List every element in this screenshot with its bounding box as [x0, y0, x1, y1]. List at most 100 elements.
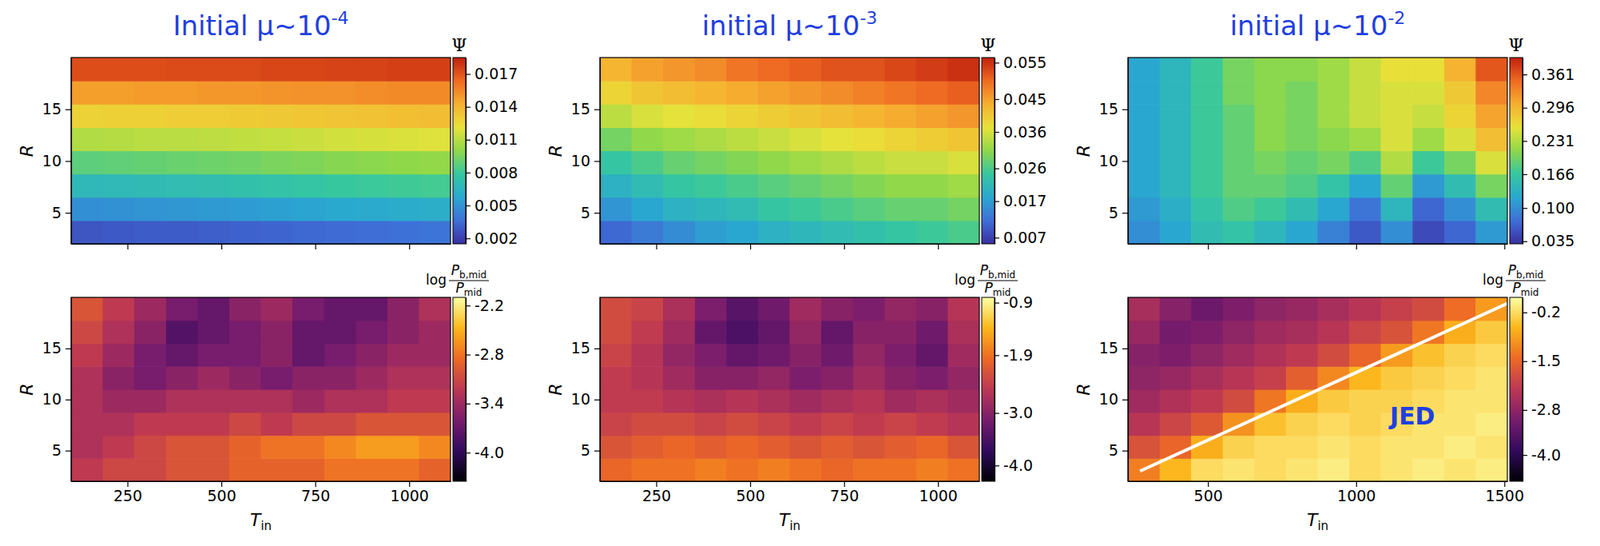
colorbar-axis-line	[994, 297, 996, 482]
heatmap-cell	[1254, 365, 1287, 390]
heatmap-cell	[1318, 103, 1350, 128]
y-tick-label: 5	[580, 203, 591, 222]
heatmap-cell	[1349, 174, 1382, 199]
heatmap-cell	[1412, 150, 1445, 175]
heatmap-cell	[758, 57, 791, 82]
x-tick: 500	[206, 480, 236, 505]
heatmap-cell	[631, 297, 664, 321]
heatmap-cell	[1444, 197, 1477, 222]
heatmap-cell	[197, 320, 230, 344]
heatmap-cell	[916, 365, 949, 390]
colorbar-axis: 0.0070.0170.0260.0360.0450.055	[994, 53, 1047, 247]
y-axis-line	[71, 58, 72, 245]
heatmap-cell	[71, 57, 104, 82]
colorbar-tick-label: -2.2	[474, 296, 505, 314]
heatmap-cell	[1349, 220, 1382, 244]
heatmap-cell	[1475, 197, 1508, 222]
heatmap-cell	[1381, 127, 1414, 151]
heatmap-cell	[1444, 343, 1477, 367]
heatmap-cell	[1286, 197, 1319, 222]
plot-area	[71, 297, 451, 481]
colorbar-title-numerator: Pb,mid	[1508, 262, 1544, 281]
heatmap-cell	[261, 127, 294, 151]
heatmap-cell	[355, 365, 388, 390]
heatmap-cell	[853, 389, 886, 413]
heatmap-cell	[631, 457, 664, 481]
colorbar-tick: 0.100	[1522, 198, 1575, 217]
colorbar-tick-label: 0.008	[474, 162, 518, 181]
heatmap-cell	[758, 103, 791, 128]
heatmap-cell	[694, 197, 727, 222]
y-tick-mark	[65, 450, 72, 452]
heatmap-cell	[694, 389, 727, 413]
y-tick: 10	[571, 151, 600, 170]
heatmap-cell	[229, 343, 262, 367]
heatmap-cell	[884, 80, 917, 105]
heatmap-cell	[853, 103, 886, 128]
colorbar-title: Ψ	[1508, 35, 1524, 56]
y-tick-label: 15	[42, 338, 62, 357]
panel: 250500750100051015RTin-0.9-1.9-3.0-4.0lo…	[545, 262, 1033, 533]
heatmap-cell	[166, 220, 199, 244]
heatmap-cell	[884, 343, 917, 367]
heatmap-cell	[599, 174, 632, 199]
x-tick-mark	[844, 243, 846, 250]
heatmap-cell	[71, 412, 104, 436]
heatmap-cell	[694, 80, 727, 105]
x-tick	[221, 243, 223, 250]
heatmap-cell	[916, 297, 949, 321]
colorbar-title-denominator-sub: mid	[1520, 286, 1540, 298]
heatmap-cell	[663, 343, 696, 367]
heatmap-cell	[694, 365, 727, 390]
x-tick-mark	[750, 480, 751, 487]
heatmap-cell	[853, 220, 886, 244]
heatmap-cell	[355, 297, 388, 321]
heatmap-cell	[599, 150, 632, 175]
heatmap-cell	[292, 297, 326, 321]
colorbar-title-denominator-sub: mid	[464, 286, 483, 298]
heatmap-cell	[387, 365, 420, 390]
colorbar-title: logPb,midPmid	[954, 262, 1018, 298]
colorbar-axis: -0.9-1.9-3.0-4.0	[994, 293, 1033, 481]
heatmap-cell	[1127, 197, 1160, 222]
heatmap-cell	[1127, 150, 1160, 175]
heatmap-cell	[1222, 297, 1255, 321]
heatmap-cell	[663, 57, 696, 82]
x-tick-label: 500	[735, 486, 765, 505]
panel: 51015Rinitial μ~10-20.0350.1000.1660.231…	[1073, 7, 1575, 250]
x-axis: 50010001500	[1128, 480, 1525, 505]
panel: 250500750100051015RTin-2.2-2.8-3.4-4.0lo…	[16, 262, 505, 533]
heatmap-cell	[1127, 80, 1160, 105]
colorbar-tick-mark	[1522, 241, 1528, 243]
heatmap-cell	[1444, 80, 1477, 105]
heatmap-cell	[1444, 457, 1477, 481]
heatmap-cell	[663, 127, 696, 151]
heatmap-cell	[884, 297, 917, 321]
heatmap-cell	[1191, 150, 1223, 175]
heatmap-cell	[916, 343, 949, 367]
heatmap-cell	[1191, 320, 1223, 344]
colorbar-tick-mark	[1522, 312, 1528, 314]
y-axis: 51015	[1099, 58, 1129, 245]
heatmap-cell	[631, 365, 664, 390]
heatmap-cell	[1127, 297, 1160, 321]
y-tick-mark	[1122, 348, 1128, 350]
heatmap-cell	[821, 57, 854, 82]
heatmap-cell	[853, 150, 886, 175]
y-axis: 51015	[42, 58, 72, 245]
heatmap-cell	[1318, 220, 1350, 244]
colorbar-tick-label: 0.014	[474, 97, 518, 116]
heatmap-cell	[1191, 174, 1223, 199]
heatmap-cell	[71, 150, 104, 175]
heatmap-cell	[1254, 389, 1287, 413]
heatmap-cell	[1286, 103, 1319, 128]
heatmap-cell	[71, 127, 104, 151]
heatmap-cell	[166, 412, 199, 436]
heatmap-cell	[726, 320, 759, 344]
heatmap-cell	[790, 435, 822, 459]
heatmap-cell	[790, 57, 822, 82]
colorbar-tick-mark	[1522, 409, 1528, 411]
heatmap-cell	[1159, 150, 1192, 175]
heatmap-cell	[1222, 57, 1255, 82]
heatmap-cell	[1254, 343, 1287, 367]
